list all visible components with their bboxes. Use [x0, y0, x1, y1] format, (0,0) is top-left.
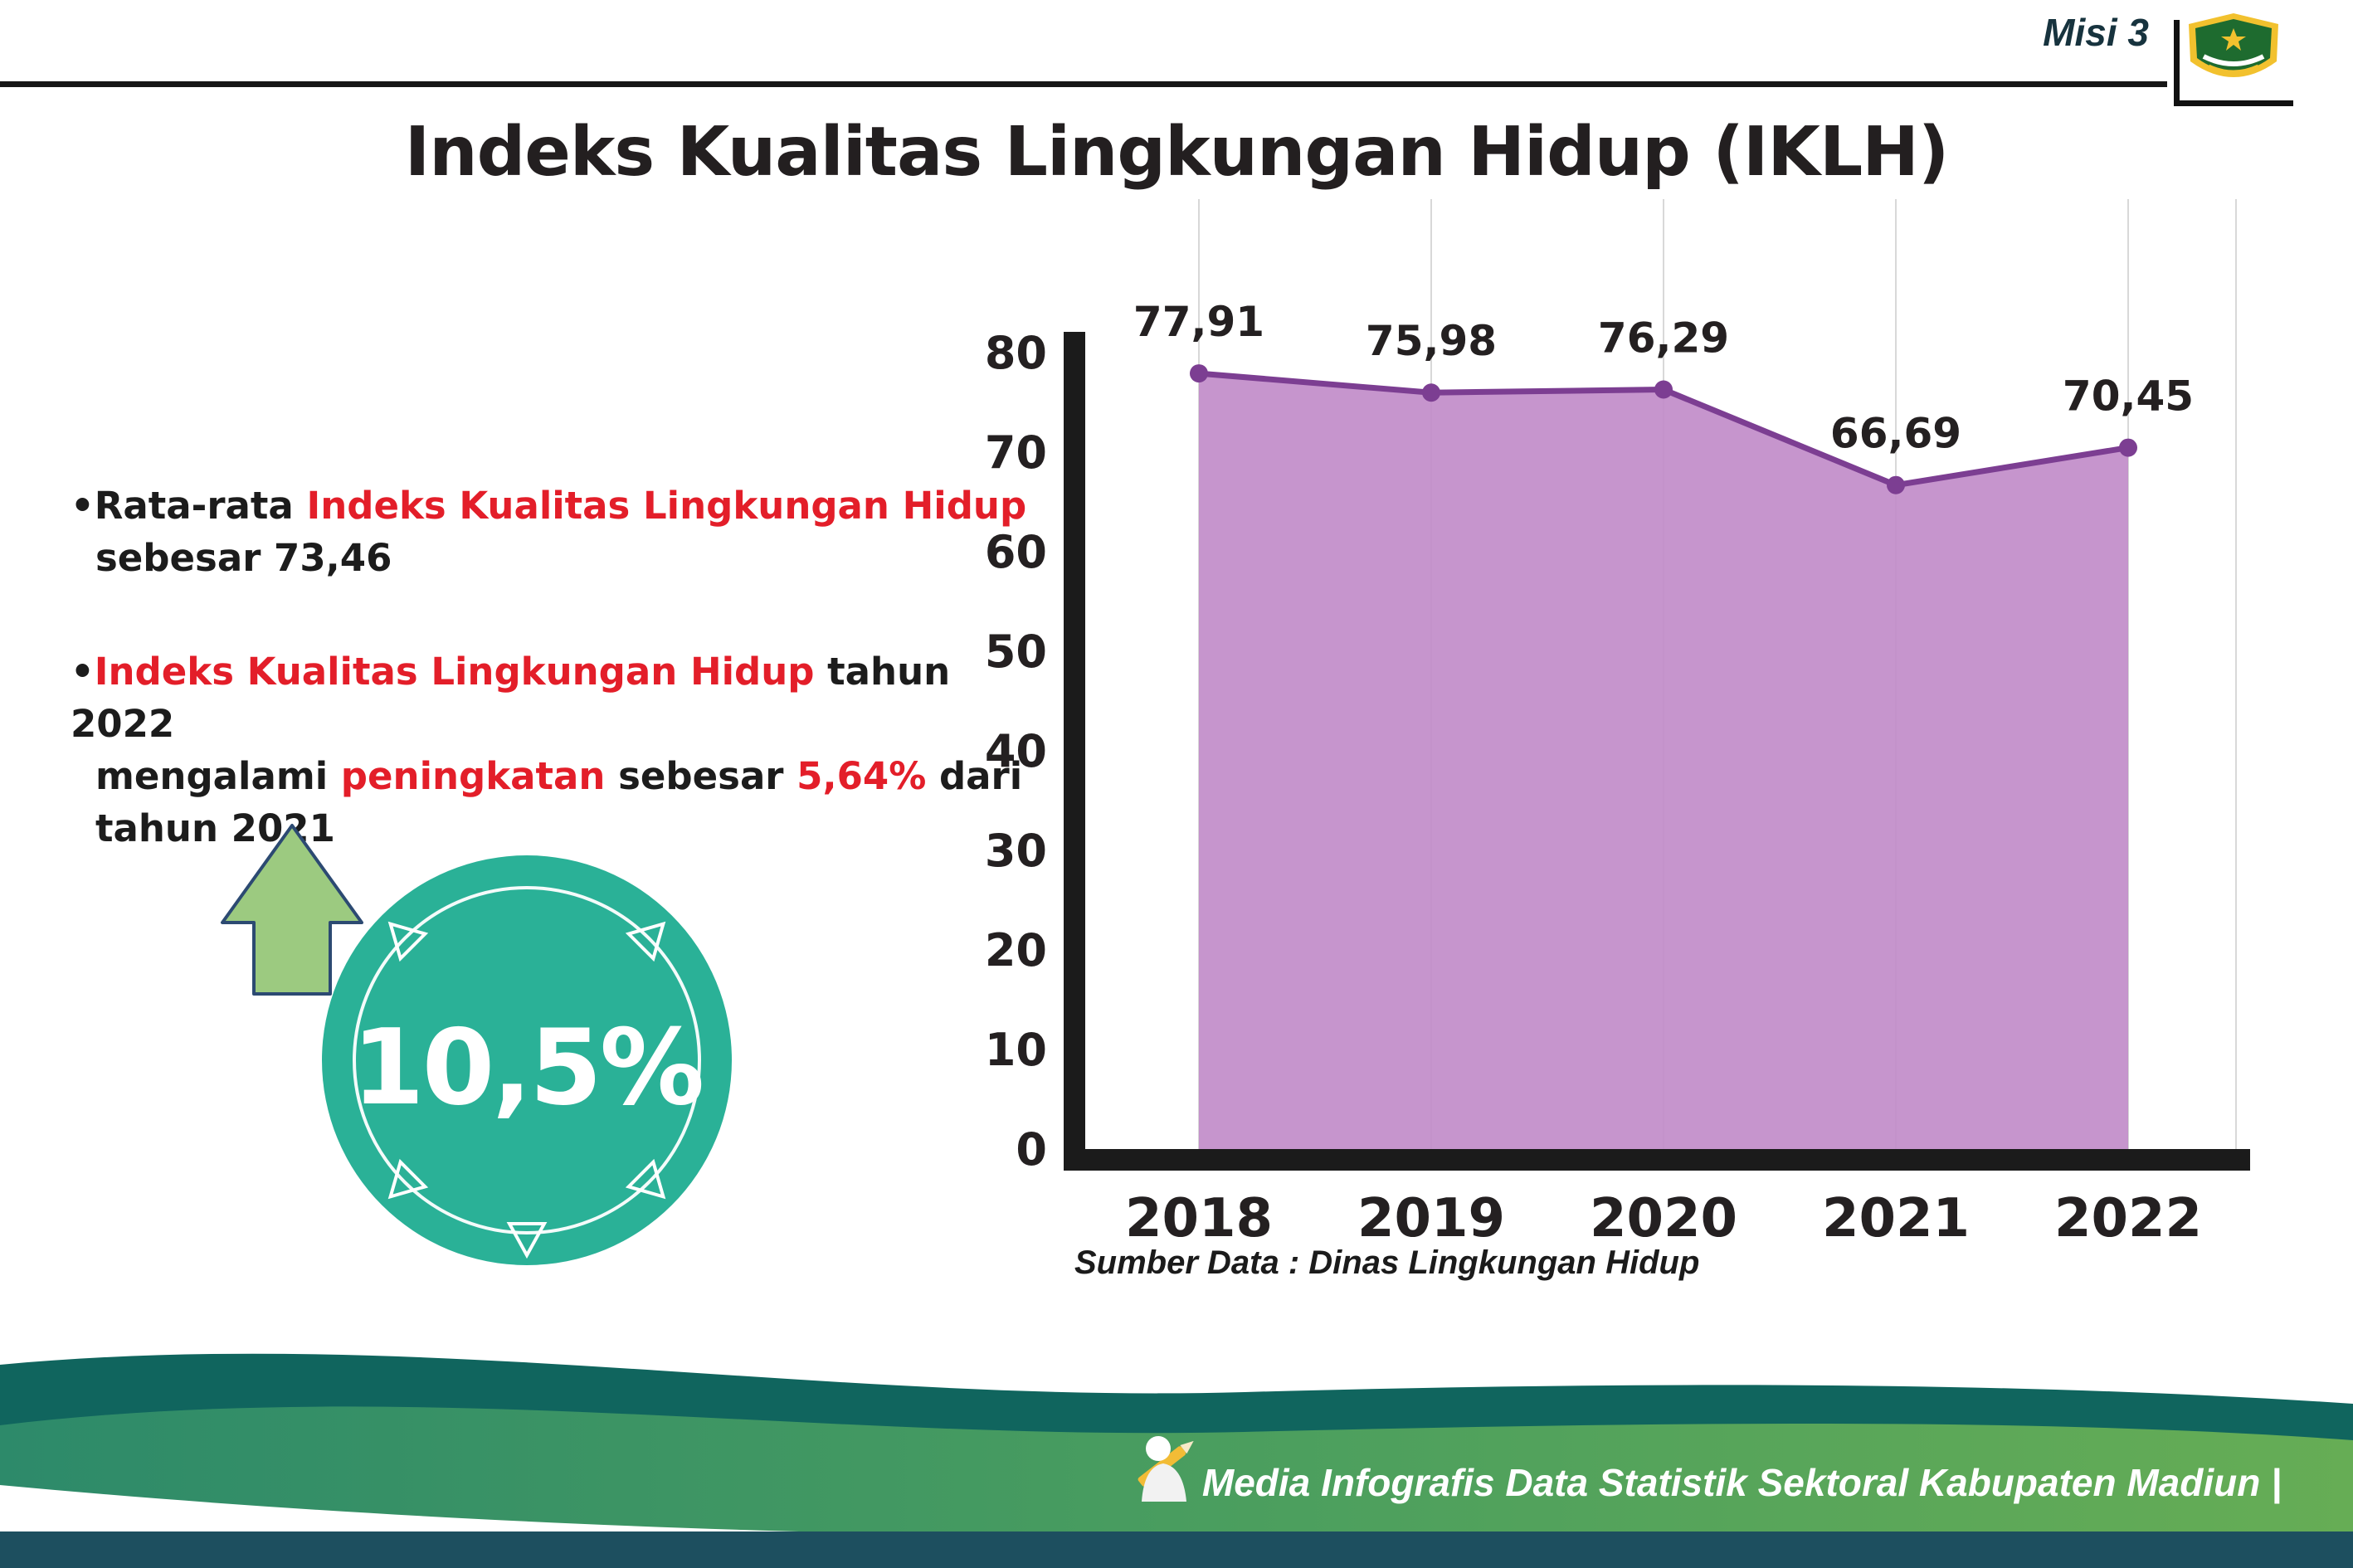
value-label: 75,98 — [1366, 317, 1497, 365]
value-label: 77,91 — [1133, 298, 1264, 346]
bullet-increase-2022: •Indeks Kualitas Lingkungan Hidup tahun … — [71, 645, 1033, 855]
bullet-text: sebesar — [605, 754, 797, 798]
value-label: 76,29 — [1598, 314, 1729, 363]
iklh-area-chart: 77,91 75,98 76,29 66,69 70,45 0 10 20 30 40 50 60 70… — [985, 199, 2250, 1249]
y-tick-label: 20 — [985, 924, 1047, 976]
x-tick-label: 2020 — [1590, 1188, 1737, 1249]
bullet-line: •Indeks Kualitas Lingkungan Hidup tahun … — [71, 645, 1033, 750]
bullet-line: •Rata-rata Indeks Kualitas Lingkungan Hi… — [71, 480, 1033, 532]
badge-inner-ring — [353, 886, 701, 1234]
increase-badge: 10,5% — [221, 824, 732, 1265]
bullet-text-highlight: Indeks Kualitas Lingkungan Hidup — [306, 484, 1027, 528]
y-tick-label: 30 — [985, 825, 1047, 877]
logo-frame-vertical — [2174, 20, 2180, 106]
bullet-text-highlight: 5,64% — [797, 754, 927, 798]
mascot-head — [1146, 1436, 1171, 1461]
bullet-text: tahun 2022 — [71, 650, 951, 746]
badge-ring-ticks — [387, 921, 666, 1259]
value-label: 70,45 — [2063, 373, 2194, 421]
x-tick-label: 2022 — [2054, 1188, 2202, 1249]
bullet-text: sebesar 73,46 — [95, 536, 392, 580]
mascot-icon — [1138, 1436, 1194, 1502]
kabupaten-madiun-logo — [2174, 13, 2293, 106]
y-tick-label: 70 — [985, 426, 1047, 479]
y-tick-label: 60 — [985, 526, 1047, 578]
y-tick-label: 40 — [985, 725, 1047, 777]
bullet-marker: • — [71, 650, 95, 694]
badge-value: 10,5% — [352, 1006, 702, 1128]
data-point — [1887, 475, 1905, 494]
bullet-marker: • — [71, 484, 95, 528]
bullet-text: mengalami — [95, 754, 341, 798]
logo-shield — [2189, 13, 2278, 77]
mascot-body — [1142, 1463, 1186, 1502]
bullet-average-iklh: •Rata-rata Indeks Kualitas Lingkungan Hi… — [71, 480, 1033, 584]
badge-circle — [322, 855, 732, 1265]
bullet-line: sebesar 73,46 — [71, 532, 1033, 584]
y-tick-label: 0 — [1016, 1123, 1047, 1176]
data-point — [1654, 380, 1673, 399]
y-tick-label: 10 — [985, 1024, 1047, 1076]
data-point — [2119, 438, 2137, 457]
bullet-text: dari — [926, 754, 1023, 798]
increase-arrow-icon — [221, 824, 363, 996]
x-axis — [1064, 1149, 2250, 1171]
x-tick-label: 2019 — [1357, 1188, 1505, 1249]
logo-frame-horizontal — [2174, 100, 2293, 106]
data-point — [1190, 364, 1208, 383]
footer-credit: Media Infografis Data Statistik Sektoral… — [1201, 1461, 2282, 1504]
bullet-text-highlight: Indeks Kualitas Lingkungan Hidup — [94, 650, 815, 694]
x-tick-label: 2018 — [1125, 1188, 1273, 1249]
bullet-text-highlight: peningkatan — [340, 754, 606, 798]
y-tick-label: 50 — [985, 626, 1047, 678]
chart-area — [1199, 373, 2128, 1149]
footer-bottom-bar — [0, 1531, 2353, 1568]
misi-label: Misi 3 — [2043, 11, 2149, 54]
header-divider — [0, 81, 2167, 87]
page-title: Indeks Kualitas Lingkungan Hidup (IKLH) — [404, 113, 1950, 192]
y-axis — [1064, 332, 1085, 1171]
bullet-text: Rata-rata — [94, 484, 307, 528]
data-source-caption: Sumber Data : Dinas Lingkungan Hidup — [1074, 1244, 1700, 1281]
value-label: 66,69 — [1830, 410, 1961, 458]
data-point — [1422, 383, 1440, 402]
bullet-line: mengalami peningkatan sebesar 5,64% dari — [71, 750, 1033, 802]
y-tick-label: 80 — [985, 327, 1047, 379]
x-tick-label: 2021 — [1822, 1188, 1970, 1249]
